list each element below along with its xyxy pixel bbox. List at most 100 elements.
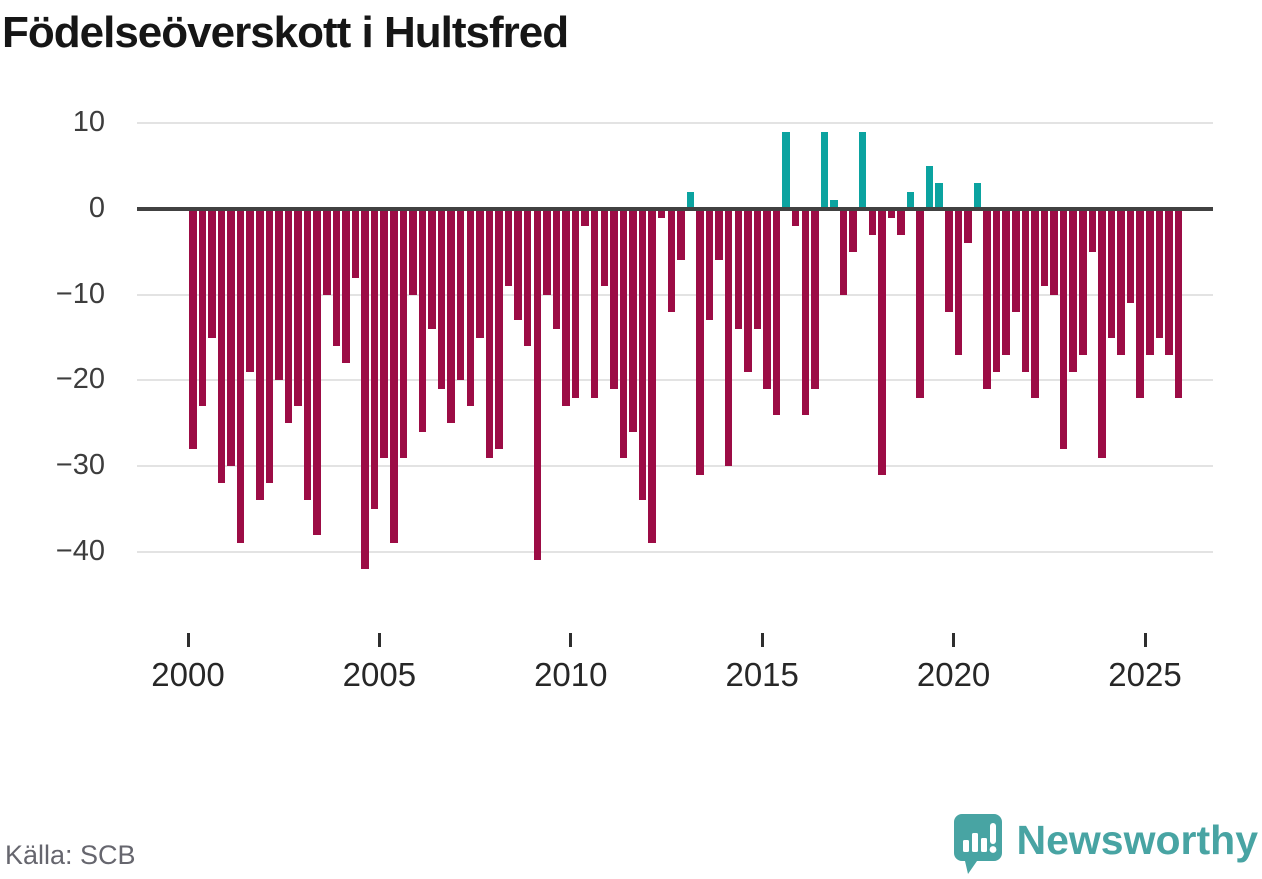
y-axis-label--20: −20 <box>55 363 105 396</box>
bar-2007q4 <box>485 209 494 458</box>
bar-2022q4 <box>1059 209 1068 449</box>
bar-2006q3 <box>437 209 446 389</box>
bar-2010q1 <box>571 209 580 398</box>
bar-2023q3 <box>1088 209 1097 252</box>
bar-2011q3 <box>629 209 637 432</box>
bar-2004q1 <box>342 209 350 364</box>
bar-2002q1 <box>265 209 274 484</box>
bar-2008q4 <box>523 209 532 347</box>
bar-2012q4 <box>677 209 685 261</box>
bar-2015q1 <box>763 209 771 389</box>
bar-2014q2 <box>734 209 743 329</box>
bar-2012q1 <box>648 209 656 544</box>
bar-2025q3 <box>1165 209 1173 355</box>
bar-2000q3 <box>208 209 216 338</box>
bar-2014q3 <box>744 209 752 372</box>
bar-2015q3 <box>782 131 790 209</box>
bar-2020q1 <box>954 209 963 355</box>
bar-2024q4 <box>1136 209 1144 398</box>
bar-2013q4 <box>715 209 723 261</box>
bar-2004q2 <box>351 209 360 278</box>
x-axis-label-2000: 2000 <box>151 656 225 693</box>
bar-2009q3 <box>552 209 561 329</box>
newsworthy-wordmark: Newsworthy <box>1016 816 1259 863</box>
y-axis-label--40: −40 <box>55 534 105 567</box>
bar-2022q3 <box>1050 209 1058 295</box>
x-tick-2020 <box>952 633 956 647</box>
bar-2023q2 <box>1079 209 1087 355</box>
bar-2001q4 <box>256 209 264 501</box>
zero-axis-line <box>137 207 1213 211</box>
bar-2021q4 <box>1021 209 1030 372</box>
bar-2011q2 <box>619 209 628 458</box>
bar-2010q4 <box>600 209 609 287</box>
bar-2008q2 <box>504 209 513 287</box>
chart-title: Födelseöverskott i Hultsfred <box>2 8 569 57</box>
bar-2007q3 <box>476 209 484 338</box>
x-axis-label-2005: 2005 <box>342 656 417 693</box>
bar-2020q3 <box>973 183 982 209</box>
bar-2013q2 <box>696 209 704 475</box>
x-tick-2005 <box>377 633 381 647</box>
gridline-y--20 <box>137 379 1213 382</box>
bar-2010q2 <box>581 209 589 227</box>
newsworthy-bubble-icon <box>953 813 1003 875</box>
bar-2013q3 <box>705 209 714 321</box>
x-tick-2015 <box>760 633 764 647</box>
bar-2024q1 <box>1107 209 1116 338</box>
bar-2012q3 <box>667 209 676 312</box>
bar-2021q1 <box>992 209 1001 372</box>
bar-2011q1 <box>610 209 618 389</box>
bar-2017q1 <box>839 209 848 295</box>
bar-2000q2 <box>198 209 207 407</box>
bar-2017q2 <box>849 209 857 252</box>
bar-2002q2 <box>275 209 283 381</box>
bar-2011q4 <box>638 209 647 501</box>
y-axis-label--30: −30 <box>55 449 105 482</box>
x-tick-2010 <box>569 633 573 647</box>
bar-2025q2 <box>1155 209 1164 338</box>
y-axis-label-0: 0 <box>88 192 105 224</box>
bar-2002q4 <box>294 209 302 407</box>
bar-2025q4 <box>1174 209 1183 398</box>
x-axis-label-2025: 2025 <box>1108 656 1182 693</box>
x-axis-label-2010: 2010 <box>534 656 608 693</box>
bar-2003q4 <box>332 209 341 347</box>
bar-2015q4 <box>791 209 800 227</box>
bar-2016q2 <box>811 209 819 389</box>
bar-2022q2 <box>1040 209 1049 287</box>
x-axis-label-2015: 2015 <box>725 656 799 693</box>
bar-2025q1 <box>1146 209 1154 355</box>
bar-2017q4 <box>868 209 876 235</box>
bar-2019q4 <box>945 209 953 312</box>
bar-2008q1 <box>495 209 503 449</box>
bar-2009q1 <box>533 209 542 561</box>
bar-2006q2 <box>428 209 436 329</box>
bar-2005q3 <box>399 209 408 458</box>
bar-2022q1 <box>1031 209 1039 398</box>
bar-2019q1 <box>916 209 924 398</box>
bar-2016q3 <box>820 131 829 209</box>
bar-2007q1 <box>456 209 465 381</box>
newsworthy-logo: Newsworthy <box>953 812 1259 876</box>
bar-2001q1 <box>227 209 235 467</box>
bar-2024q2 <box>1117 209 1125 355</box>
bar-2003q3 <box>323 209 331 295</box>
y-axis-label-10: 10 <box>72 106 105 139</box>
gridline-y--30 <box>137 465 1213 468</box>
bar-2010q3 <box>590 209 599 398</box>
bar-2009q2 <box>543 209 551 295</box>
bar-2023q1 <box>1069 209 1077 372</box>
bar-2018q3 <box>897 209 905 235</box>
bar-2018q2 <box>887 209 896 218</box>
bar-2019q2 <box>925 166 934 209</box>
bar-2021q3 <box>1012 209 1020 312</box>
bar-2015q2 <box>772 209 781 415</box>
bar-2000q4 <box>217 209 226 484</box>
bar-2018q4 <box>906 191 915 209</box>
x-axis-label-2020: 2020 <box>916 656 991 693</box>
bar-2006q1 <box>418 209 427 432</box>
bar-2019q3 <box>935 183 943 209</box>
